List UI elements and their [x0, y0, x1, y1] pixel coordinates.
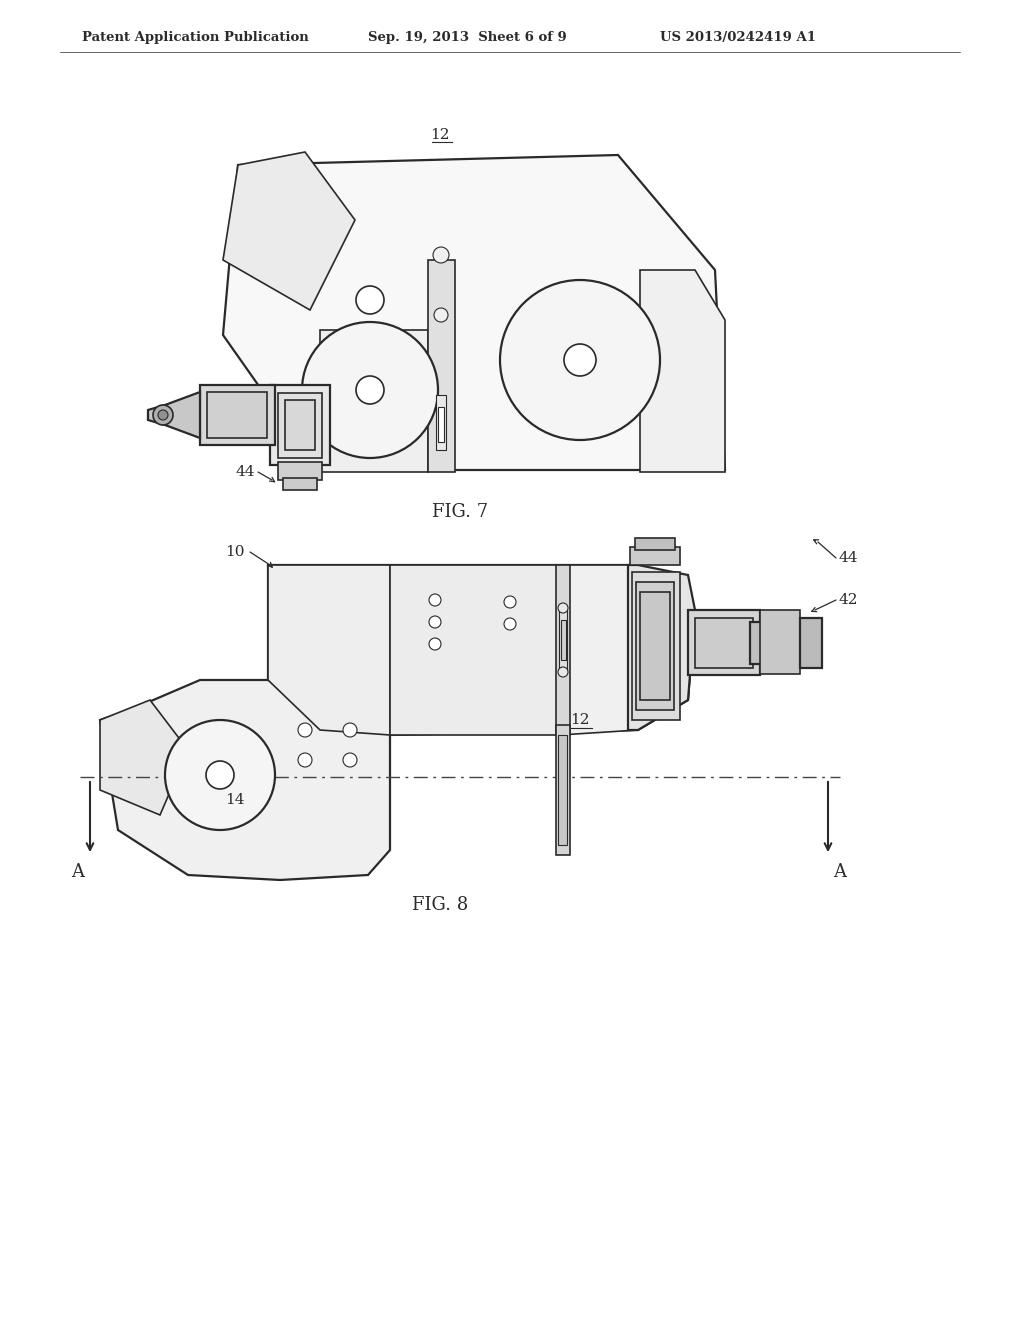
Bar: [558, 735, 567, 845]
Bar: [278, 393, 322, 458]
Circle shape: [429, 638, 441, 649]
Polygon shape: [390, 565, 560, 735]
Bar: [750, 622, 785, 664]
Text: A: A: [834, 863, 847, 880]
Text: 14: 14: [225, 793, 245, 807]
Text: 44: 44: [236, 465, 255, 479]
Circle shape: [153, 405, 173, 425]
Circle shape: [504, 618, 516, 630]
Bar: [278, 462, 322, 480]
Circle shape: [298, 752, 312, 767]
Bar: [782, 626, 802, 660]
Bar: [561, 620, 566, 660]
Text: 44: 44: [839, 550, 858, 565]
Bar: [695, 618, 753, 668]
Polygon shape: [556, 565, 570, 735]
Bar: [635, 539, 675, 550]
Text: 12: 12: [570, 713, 590, 727]
Bar: [438, 407, 444, 442]
Circle shape: [165, 719, 275, 830]
Circle shape: [433, 247, 449, 263]
Polygon shape: [270, 385, 330, 465]
Polygon shape: [319, 330, 428, 473]
Bar: [436, 395, 446, 450]
Bar: [207, 392, 267, 438]
Text: A: A: [72, 863, 85, 880]
Circle shape: [302, 322, 438, 458]
Circle shape: [434, 308, 449, 322]
Text: 42: 42: [205, 413, 224, 426]
Bar: [630, 546, 680, 565]
Bar: [632, 572, 680, 719]
Polygon shape: [428, 260, 455, 473]
Text: Sep. 19, 2013  Sheet 6 of 9: Sep. 19, 2013 Sheet 6 of 9: [368, 30, 566, 44]
Bar: [559, 610, 567, 671]
Polygon shape: [100, 700, 188, 814]
Circle shape: [343, 723, 357, 737]
Bar: [640, 591, 670, 700]
Text: FIG. 7: FIG. 7: [432, 503, 488, 521]
Polygon shape: [760, 610, 800, 675]
Polygon shape: [640, 271, 725, 473]
Polygon shape: [560, 565, 695, 735]
Bar: [283, 478, 317, 490]
Polygon shape: [268, 565, 390, 735]
Polygon shape: [688, 610, 760, 675]
Circle shape: [356, 286, 384, 314]
Polygon shape: [628, 565, 695, 730]
Text: Patent Application Publication: Patent Application Publication: [82, 30, 309, 44]
Polygon shape: [200, 385, 275, 445]
Circle shape: [206, 762, 234, 789]
Polygon shape: [100, 680, 390, 880]
Circle shape: [558, 603, 568, 612]
Circle shape: [429, 594, 441, 606]
Polygon shape: [223, 154, 725, 470]
Text: 42: 42: [839, 593, 858, 607]
Text: 10: 10: [225, 545, 245, 558]
Circle shape: [504, 597, 516, 609]
Bar: [636, 582, 674, 710]
Text: 12: 12: [430, 128, 450, 143]
Circle shape: [564, 345, 596, 376]
Polygon shape: [223, 152, 355, 310]
Bar: [285, 400, 315, 450]
Circle shape: [158, 411, 168, 420]
Polygon shape: [556, 725, 570, 855]
Circle shape: [558, 667, 568, 677]
Text: FIG. 8: FIG. 8: [412, 896, 468, 913]
Text: US 2013/0242419 A1: US 2013/0242419 A1: [660, 30, 816, 44]
Circle shape: [356, 376, 384, 404]
Circle shape: [500, 280, 660, 440]
Polygon shape: [268, 565, 695, 735]
Circle shape: [343, 752, 357, 767]
Bar: [800, 618, 822, 668]
Circle shape: [429, 616, 441, 628]
Polygon shape: [148, 392, 200, 438]
Circle shape: [298, 723, 312, 737]
